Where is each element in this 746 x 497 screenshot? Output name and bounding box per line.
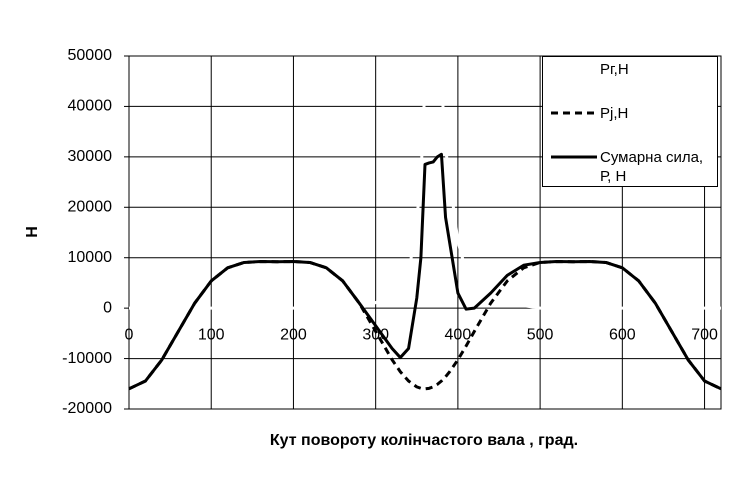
legend-swatch xyxy=(551,155,597,159)
y-tick-label: 30000 xyxy=(68,148,113,165)
y-tick-label: 50000 xyxy=(68,47,113,64)
y-axis-label: Н xyxy=(24,226,41,238)
y-tick-label: -10000 xyxy=(62,350,112,367)
legend: Pг,Н Pj,Н Сумарна сила, Р, Н xyxy=(542,56,718,187)
y-tick-label: 40000 xyxy=(68,98,113,115)
series-line xyxy=(128,260,722,391)
x-tick-label: 700 xyxy=(691,326,718,343)
legend-label: Pj,Н xyxy=(600,105,629,122)
y-tick-label: 20000 xyxy=(68,199,113,216)
series-line xyxy=(129,79,721,310)
legend-label: Pг,Н xyxy=(600,61,629,78)
x-axis-label: Кут повороту колінчастого вала , град. xyxy=(270,432,578,449)
legend-label: Сумарна сила, Р, Н xyxy=(600,149,704,185)
series-line xyxy=(128,152,722,391)
x-tick-label: 200 xyxy=(280,326,307,343)
legend-item: Pj,Н xyxy=(543,101,719,141)
x-tick-label: 600 xyxy=(609,326,636,343)
legend-swatch xyxy=(551,111,597,115)
y-tick-label: -20000 xyxy=(62,400,112,417)
x-tick-label: 100 xyxy=(198,326,225,343)
y-tick-label: 10000 xyxy=(68,249,113,266)
x-tick-label: 300 xyxy=(362,326,389,343)
plot-border xyxy=(128,55,722,410)
legend-swatch xyxy=(551,67,597,71)
x-tick-label: 400 xyxy=(445,326,472,343)
x-tick-label: 500 xyxy=(527,326,554,343)
legend-item: Pг,Н xyxy=(543,57,719,97)
y-tick-label: 0 xyxy=(103,299,112,316)
legend-item: Сумарна сила, Р, Н xyxy=(543,145,719,185)
